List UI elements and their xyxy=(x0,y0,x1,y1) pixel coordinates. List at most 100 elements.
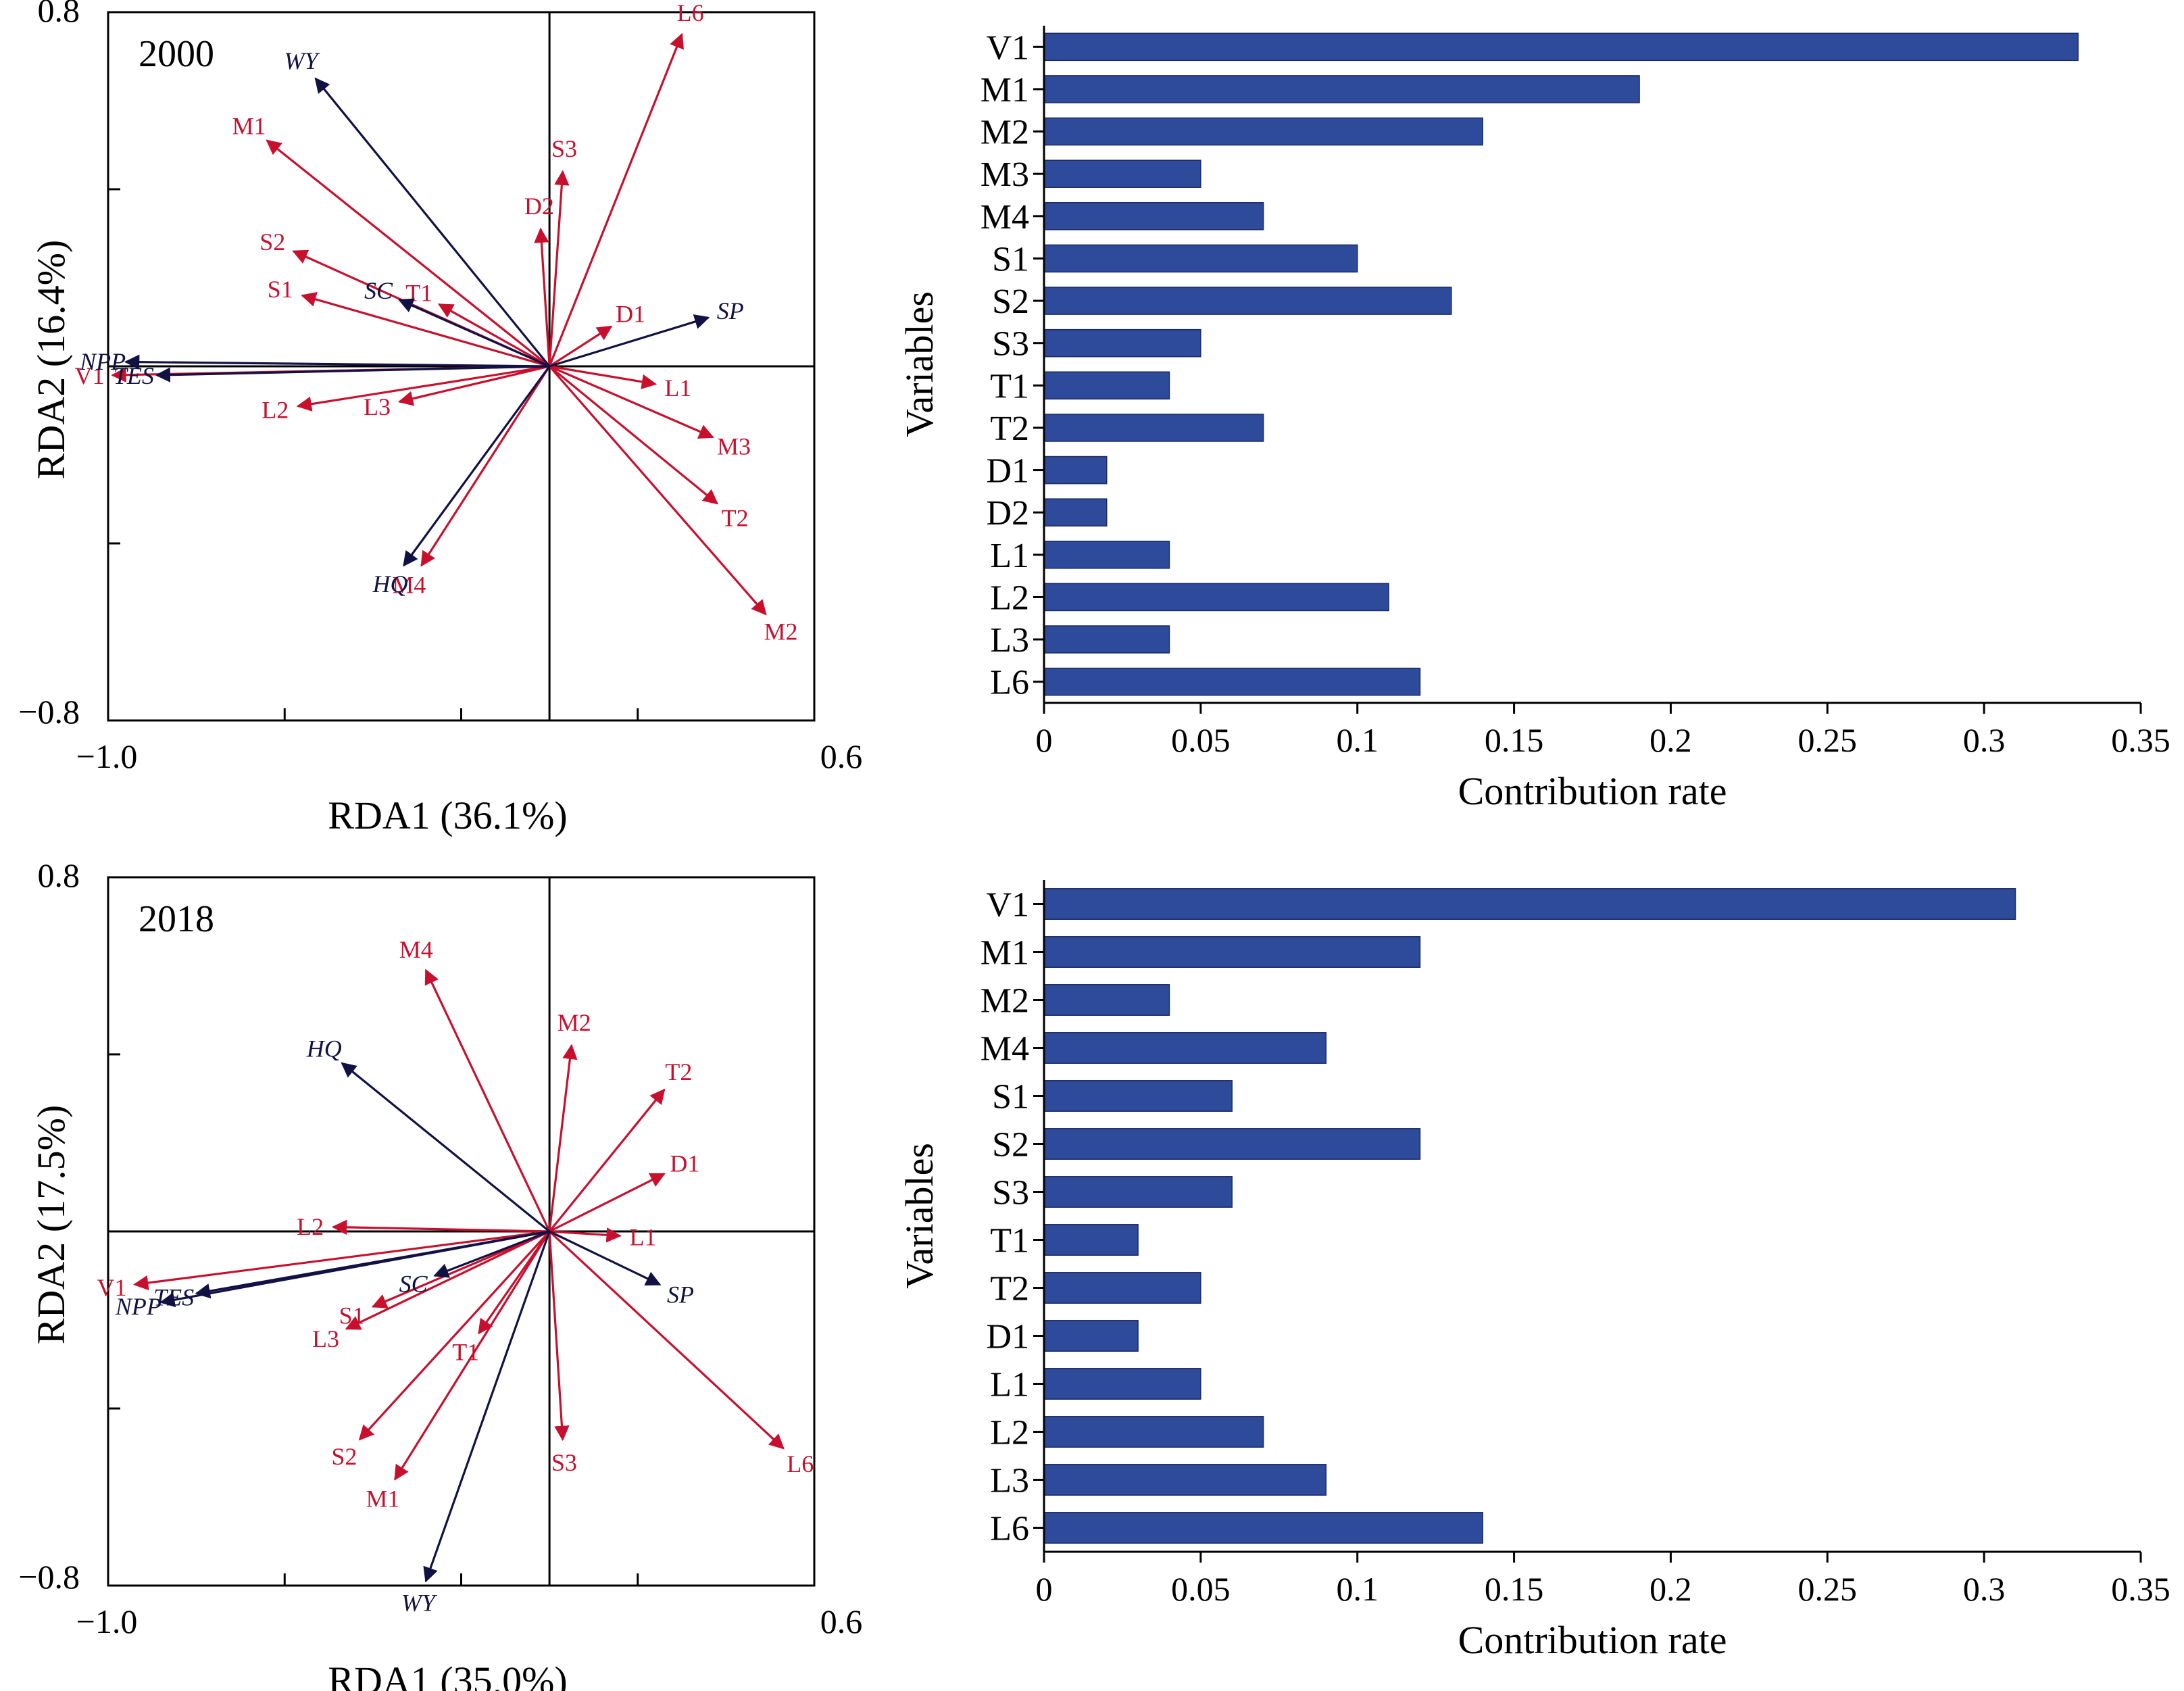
category-label: S1 xyxy=(992,240,1029,278)
explanatory-vector-label: S2 xyxy=(331,1443,357,1470)
explanatory-vector-label: L1 xyxy=(664,374,691,401)
explanatory-vector-l3 xyxy=(345,1230,550,1330)
explanatory-vector-label: L3 xyxy=(364,393,391,420)
explanatory-vector-m1 xyxy=(266,139,551,368)
explanatory-vector-label: L2 xyxy=(262,396,289,423)
y-axis-title: Variables xyxy=(897,1143,941,1289)
bar-m4 xyxy=(1043,1032,1327,1064)
explanatory-vector-l2 xyxy=(331,1219,550,1235)
explanatory-vector-d1 xyxy=(549,1173,666,1233)
response-vector-label: WY xyxy=(401,1590,438,1617)
response-vector-hq xyxy=(341,1062,551,1233)
explanatory-vector-label: D1 xyxy=(670,1150,699,1177)
response-vector-npp xyxy=(159,1230,550,1308)
x-tick-label: 0.1 xyxy=(1336,721,1379,759)
response-vector-tes xyxy=(155,365,550,383)
explanatory-vector-d2 xyxy=(534,227,551,367)
category-label: T2 xyxy=(990,410,1029,448)
bar-t1 xyxy=(1043,371,1170,400)
category-label: L3 xyxy=(990,621,1029,660)
bar-l1 xyxy=(1043,541,1170,569)
bar-t1 xyxy=(1043,1224,1139,1256)
explanatory-vector-label: L6 xyxy=(677,0,704,26)
x-tick-label-max: 0.6 xyxy=(820,1602,863,1640)
explanatory-vector-label: M2 xyxy=(764,618,798,645)
x-tick-label-max: 0.6 xyxy=(820,737,863,775)
bar-s2 xyxy=(1043,287,1452,315)
bar-s2 xyxy=(1043,1128,1421,1160)
response-vector-sp xyxy=(549,314,710,368)
explanatory-vector-label: L2 xyxy=(297,1213,324,1240)
contribution-bar-chart-2018: V1 M1 M2 M4 S1 S2 S3 T1 T2 D1 L1 L2 L3 L60 0.05 0.1 0.15… xyxy=(897,880,2170,1662)
x-axis-title: Contribution rate xyxy=(1458,769,1727,813)
category-label: M4 xyxy=(981,1030,1029,1069)
explanatory-vector-label: S3 xyxy=(551,135,577,162)
category-label: D1 xyxy=(986,1318,1029,1356)
category-label: S3 xyxy=(992,325,1029,364)
rda-biplot-2000: −1.0 0.6 0.8 −0.8 RDA1 (36.1%) RDA2 (16.4%) 20… xyxy=(18,0,862,837)
bar-m1 xyxy=(1043,936,1421,968)
explanatory-vector-l2 xyxy=(296,365,550,412)
explanatory-vector-label: M2 xyxy=(557,1009,591,1036)
x-tick-label: 0.15 xyxy=(1485,1570,1544,1608)
explanatory-vector-m2 xyxy=(548,365,767,616)
category-label: M4 xyxy=(981,198,1029,237)
x-tick-label: 0.35 xyxy=(2111,721,2170,759)
explanatory-vector-l3 xyxy=(397,365,550,406)
explanatory-vector-s3 xyxy=(548,170,570,367)
response-vector-hq xyxy=(403,366,551,567)
bar-d2 xyxy=(1043,498,1108,526)
category-label: V1 xyxy=(986,28,1029,67)
response-vector-label: SP xyxy=(667,1281,694,1308)
x-tick-label: 0.3 xyxy=(1963,721,2006,759)
response-vector-sc xyxy=(398,298,550,368)
category-label: D2 xyxy=(986,494,1029,533)
explanatory-vector-label: V1 xyxy=(75,362,105,389)
response-vector-label: TES xyxy=(114,362,154,389)
category-label: M2 xyxy=(981,982,1029,1021)
x-tick-label: 0 xyxy=(1036,721,1053,759)
category-label: T1 xyxy=(990,367,1029,406)
category-label: S2 xyxy=(992,1126,1029,1165)
category-label: L1 xyxy=(990,537,1029,575)
bar-l6 xyxy=(1043,667,1421,696)
bar-m4 xyxy=(1043,202,1264,230)
explanatory-vector-label: M1 xyxy=(366,1486,400,1513)
bar-l1 xyxy=(1043,1368,1201,1400)
category-label: L6 xyxy=(990,1510,1029,1548)
explanatory-vector-m4 xyxy=(420,366,551,567)
bar-d1 xyxy=(1043,456,1108,485)
x-tick-label: 0.25 xyxy=(1798,721,1858,759)
category-label: M3 xyxy=(981,155,1029,194)
response-vector-sp xyxy=(549,1230,662,1286)
category-label: L3 xyxy=(990,1462,1029,1500)
response-vector-label: NPP xyxy=(115,1293,162,1320)
explanatory-vector-label: M4 xyxy=(392,571,426,598)
bar-v1 xyxy=(1043,888,2016,920)
category-label: L2 xyxy=(990,1414,1029,1452)
category-label: V1 xyxy=(986,886,1029,925)
bar-m2 xyxy=(1043,984,1170,1016)
response-vector-label: HQ xyxy=(372,570,408,597)
x-tick-label: 0.2 xyxy=(1649,721,1692,759)
bar-m3 xyxy=(1043,160,1201,188)
rda-biplot-2018: −1.0 0.6 0.8 −0.8 RDA1 (35.0%) RDA2 (17.5%) 20… xyxy=(18,856,862,1691)
bar-m2 xyxy=(1043,117,1483,146)
explanatory-vector-label: T2 xyxy=(665,1058,692,1085)
y-tick-label-max: 0.8 xyxy=(38,856,80,894)
explanatory-vector-label: D2 xyxy=(524,193,554,220)
category-label: M1 xyxy=(981,71,1029,109)
bar-s1 xyxy=(1043,1080,1233,1112)
response-vector-npp xyxy=(124,354,550,370)
category-label: M2 xyxy=(981,114,1029,152)
bar-m1 xyxy=(1043,75,1640,103)
explanatory-vector-label: V1 xyxy=(97,1274,126,1301)
category-label: L2 xyxy=(990,579,1029,617)
x-axis-title: RDA1 (36.1%) xyxy=(328,793,567,837)
explanatory-vector-s3 xyxy=(548,1231,570,1442)
explanatory-vector-label: L6 xyxy=(787,1450,814,1477)
category-label: D1 xyxy=(986,452,1029,491)
explanatory-vector-s2 xyxy=(358,1230,551,1441)
response-vector-label: WY xyxy=(284,47,321,74)
category-label: S3 xyxy=(992,1174,1029,1212)
